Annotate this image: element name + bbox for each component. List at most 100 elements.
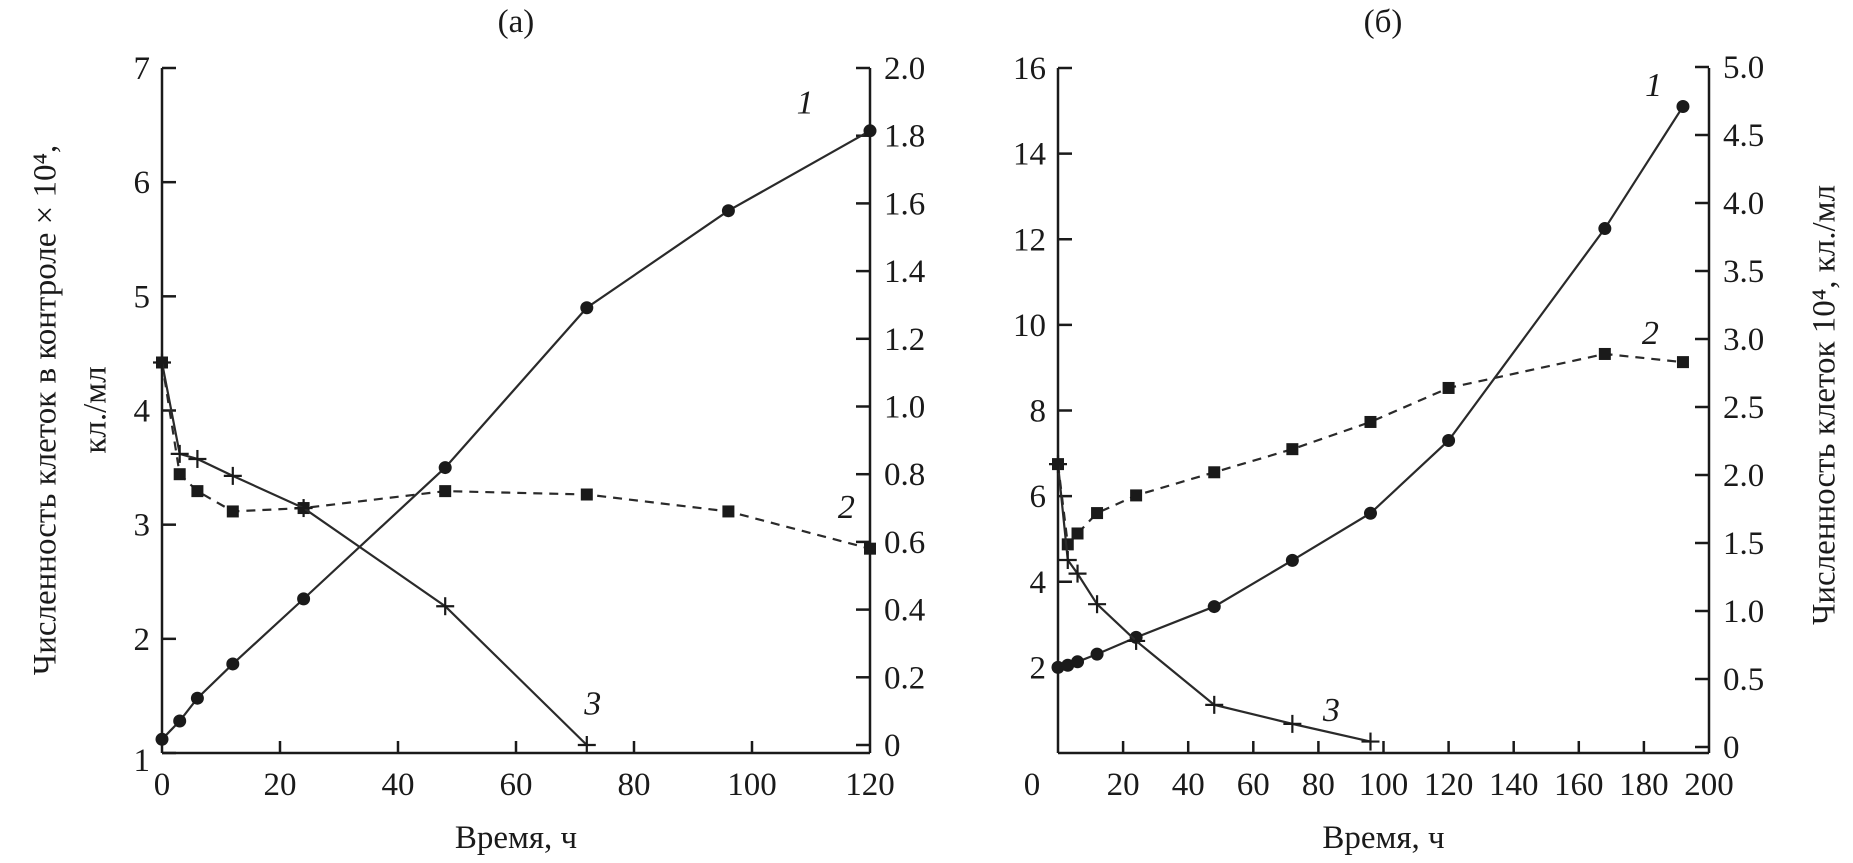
x-tick-label: 60 [500, 767, 533, 803]
y-left-tick-label: 2 [1030, 650, 1047, 686]
data-point-circle [1285, 553, 1299, 567]
data-point-circle [1598, 222, 1612, 236]
y-right-tick-label: 1.6 [884, 186, 925, 222]
panel-a: (а) 0 20 40 60 80 100 120 1 2 3 4 5 6 7 0 0.2 0.4 0.6 0.8 1.… [28, 4, 926, 856]
y-right-tick-label: 0 [1723, 730, 1740, 766]
y-left-tick-label: 2 [134, 622, 151, 658]
x-tick-label: 100 [727, 767, 777, 803]
y-left-tick-label: 6 [134, 165, 151, 201]
data-point-square [173, 468, 186, 481]
series-3: 3 [1049, 455, 1380, 751]
y-right-tick-label: 3.0 [1723, 322, 1764, 358]
y-right-tick-label: 0.2 [884, 660, 925, 696]
data-point-circle [173, 714, 187, 728]
series-1: 1 [155, 85, 877, 746]
data-point-circle [226, 657, 240, 671]
x-tick-label: 60 [1237, 767, 1270, 803]
data-point-circle [1676, 100, 1690, 114]
data-point-plus [1049, 455, 1067, 474]
y-left-axis-label: кл./мл [78, 366, 114, 453]
data-point-circle [297, 592, 311, 606]
y-right-tick-label: 1.0 [1723, 594, 1764, 630]
data-point-plus [1283, 714, 1302, 733]
y-left-tick-label: 3 [134, 508, 151, 544]
data-point-plus [188, 449, 207, 468]
data-point-circle [1090, 647, 1104, 661]
x-tick-label: 80 [1302, 767, 1335, 803]
data-point-square [191, 485, 204, 498]
data-point-plus [1068, 564, 1087, 583]
series-label: 2 [838, 489, 855, 526]
data-point-circle [1363, 506, 1377, 520]
data-point-square [1071, 527, 1084, 540]
x-axis-label: Время, ч [1322, 820, 1444, 856]
series-label: 1 [797, 85, 814, 122]
data-point-square [580, 488, 593, 501]
series-line [161, 129, 871, 741]
y-right-tick-label: 4.5 [1723, 118, 1764, 154]
data-point-square [1130, 489, 1143, 502]
series-label: 1 [1645, 67, 1662, 104]
data-point-square [1598, 347, 1611, 360]
data-point-square [1676, 356, 1689, 369]
data-point-square [1442, 381, 1455, 394]
x-tick-label: 0 [1024, 767, 1041, 803]
y-left-tick-label: 12 [1013, 222, 1046, 258]
panel-title: (а) [498, 4, 535, 40]
data-point-square [1091, 507, 1104, 520]
y-left-tick-label: 7 [134, 51, 151, 87]
x-tick-label: 100 [1359, 767, 1409, 803]
data-point-plus [1088, 595, 1107, 614]
y-right-tick-label: 0 [884, 728, 901, 764]
data-point-circle [1442, 433, 1456, 447]
y-left-tick-label: 4 [134, 394, 151, 430]
data-point-circle [863, 124, 877, 138]
y-right-axis-label: Численность клеток 10⁴, кл./мл [1807, 185, 1843, 625]
data-point-circle [1071, 655, 1085, 669]
y-right-tick-label: 2.0 [884, 51, 925, 87]
x-tick-label: 120 [1424, 767, 1474, 803]
data-point-square [722, 505, 735, 518]
data-point-circle [1061, 658, 1075, 672]
y-left-tick-label: 14 [1013, 137, 1046, 173]
x-axis-label: Время, ч [455, 820, 577, 856]
series-label: 3 [1322, 692, 1340, 729]
data-point-square [1208, 466, 1221, 479]
data-point-circle [155, 732, 169, 746]
y-left-tick-label: 10 [1013, 308, 1046, 344]
data-point-square [1364, 415, 1377, 428]
x-tick-label: 180 [1619, 767, 1669, 803]
panel-b: (б)0 20 40 60 80 100 120 140 160 180 2002468101214… [1013, 4, 1843, 856]
series-line [1057, 105, 1684, 669]
y-right-tick-label: 2.0 [1723, 458, 1764, 494]
data-point-plus [153, 353, 171, 372]
x-tick-label: 200 [1684, 767, 1734, 803]
y-right-tick-label: 4.0 [1723, 186, 1764, 222]
series-line [160, 362, 871, 550]
x-tick-label: 40 [1172, 767, 1205, 803]
data-point-square [1286, 443, 1299, 456]
x-tick-label: 160 [1554, 767, 1604, 803]
series-line [1056, 464, 1371, 743]
y-right-tick-label: 2.5 [1723, 390, 1764, 426]
series-2: 2 [156, 356, 876, 555]
data-point-square [439, 485, 452, 498]
series-line [160, 362, 588, 746]
data-point-plus [1361, 732, 1380, 751]
y-right-tick-label: 1.8 [884, 119, 925, 155]
y-right-tick-label: 5.0 [1723, 50, 1764, 86]
y-left-tick-label: 1 [134, 743, 151, 779]
data-point-plus [436, 597, 455, 616]
series-2: 2 [1052, 315, 1689, 551]
series-label: 3 [583, 686, 601, 723]
series-1: 1 [1051, 67, 1690, 674]
x-tick-label: 20 [1107, 767, 1140, 803]
data-point-circle [190, 691, 204, 705]
y-right-tick-label: 0.6 [884, 525, 925, 561]
series-label: 2 [1642, 315, 1659, 352]
data-point-square [864, 542, 876, 555]
y-left-tick-label: 8 [1030, 394, 1047, 430]
y-right-tick-label: 1.5 [1723, 526, 1764, 562]
x-tick-label: 0 [154, 767, 171, 803]
